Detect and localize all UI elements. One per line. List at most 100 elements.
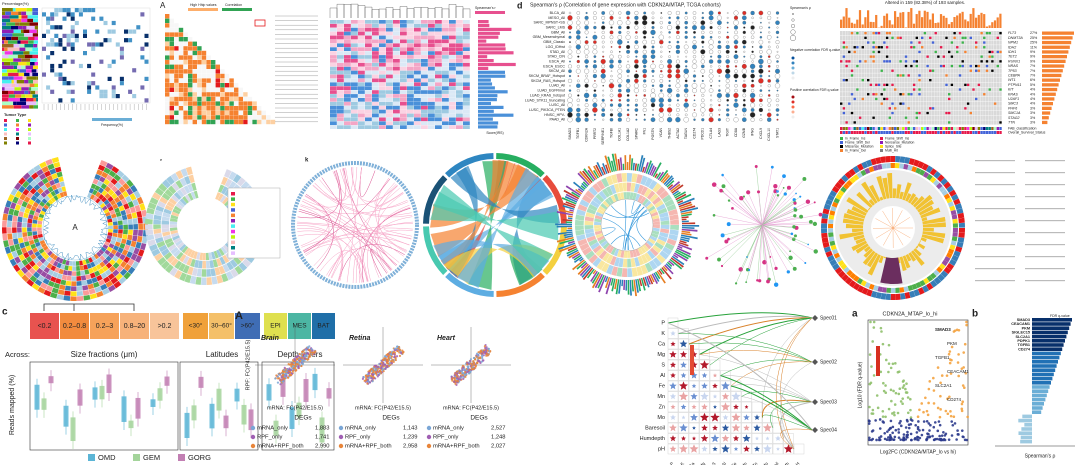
bubble	[742, 20, 747, 25]
ring-seg	[34, 211, 40, 217]
manhattan-bar	[567, 227, 573, 230]
bubble	[685, 65, 688, 68]
cluster-cell	[449, 101, 456, 106]
bubble	[701, 75, 704, 77]
bubble	[619, 51, 621, 53]
bubble	[767, 11, 771, 15]
ring-seg	[2, 220, 7, 227]
ring-seg	[37, 194, 44, 201]
cluster-cell	[337, 70, 344, 75]
corr-cell	[192, 41, 197, 46]
corr-cell	[174, 110, 179, 115]
manhattan-bar	[582, 181, 589, 187]
manhattan-bar	[672, 254, 679, 259]
manhattan-bar	[645, 160, 652, 174]
manhattan-bar	[614, 153, 619, 171]
corr-cell	[188, 83, 193, 88]
track-cell	[975, 131, 978, 134]
corr-cell	[174, 106, 179, 111]
cluster-cell	[351, 70, 358, 75]
track-cell	[845, 127, 848, 130]
onco-cell	[953, 40, 956, 45]
branch	[759, 224, 763, 281]
stack-seg	[23, 29, 30, 33]
cluster-cell	[456, 55, 463, 59]
stack-seg	[13, 76, 23, 80]
onco-cell	[945, 31, 948, 36]
onco-mut	[996, 50, 999, 54]
onco-cell	[872, 106, 875, 111]
manhattan-bar	[618, 279, 622, 294]
cluster-cell	[428, 39, 435, 44]
manhattan-bar	[563, 202, 576, 209]
ring-seg	[213, 250, 219, 259]
top-bar	[858, 10, 862, 28]
onco-cell	[840, 68, 843, 73]
onco-cell	[961, 31, 964, 36]
bubble	[749, 112, 756, 118]
heat-cell	[66, 33, 71, 38]
ring-seg	[107, 189, 115, 196]
stack-seg	[32, 47, 38, 51]
ring-seg	[46, 262, 53, 269]
onco-cell	[996, 87, 999, 92]
onco-cell	[950, 35, 954, 40]
stack-seg	[8, 72, 19, 77]
top-bar	[923, 10, 926, 28]
onco-mut	[910, 64, 913, 68]
ring-seg	[636, 266, 644, 276]
ring-seg	[122, 234, 128, 240]
cluster-cell	[421, 55, 428, 59]
onco-cell	[975, 31, 978, 36]
bubble	[609, 54, 614, 59]
bubble	[743, 99, 746, 102]
ring-seg	[168, 244, 177, 252]
branch	[761, 176, 785, 226]
heat-cell	[58, 8, 63, 13]
heat-cell	[91, 8, 96, 13]
onco-cell	[966, 68, 970, 73]
ring-seg	[115, 211, 122, 217]
branch	[761, 187, 784, 226]
onco-cell	[999, 78, 1002, 83]
track-cell	[877, 131, 881, 134]
track-cell	[858, 131, 862, 134]
manhattan-bar	[678, 243, 693, 251]
onco-cell	[972, 35, 975, 40]
bubble	[617, 112, 623, 118]
stack-seg	[2, 44, 14, 48]
onco-cell	[864, 78, 867, 83]
ring-seg	[171, 232, 180, 238]
heat-cell	[91, 46, 96, 51]
ring-seg	[175, 203, 184, 210]
onco-mut	[894, 107, 897, 110]
track-cell	[899, 127, 902, 130]
onco-cell	[858, 87, 862, 92]
onco-cell	[929, 59, 932, 64]
heat-cell	[87, 81, 92, 86]
corr-cell	[243, 110, 248, 115]
bubble	[667, 59, 673, 64]
cluster-cell	[365, 23, 372, 28]
onco-cell	[988, 96, 991, 102]
onco-cell	[861, 59, 864, 64]
bubble	[709, 25, 713, 30]
onco-cell	[875, 110, 878, 116]
onco-cell	[950, 31, 954, 36]
stack-seg	[30, 62, 35, 66]
corr-cell	[234, 92, 239, 97]
heat-cell	[83, 51, 87, 56]
ring-seg	[106, 215, 112, 220]
onco-cell	[956, 106, 959, 111]
bubble	[741, 117, 747, 123]
cluster-cell	[379, 35, 386, 40]
branch	[747, 192, 763, 226]
onco-cell	[993, 92, 997, 97]
onco-mut	[988, 55, 991, 58]
heat-cell	[119, 55, 124, 60]
onco-cell	[918, 96, 921, 102]
cluster-cell	[414, 27, 421, 32]
onco-cell	[953, 59, 956, 64]
ring-seg	[125, 208, 132, 215]
ring-seg	[118, 224, 123, 230]
